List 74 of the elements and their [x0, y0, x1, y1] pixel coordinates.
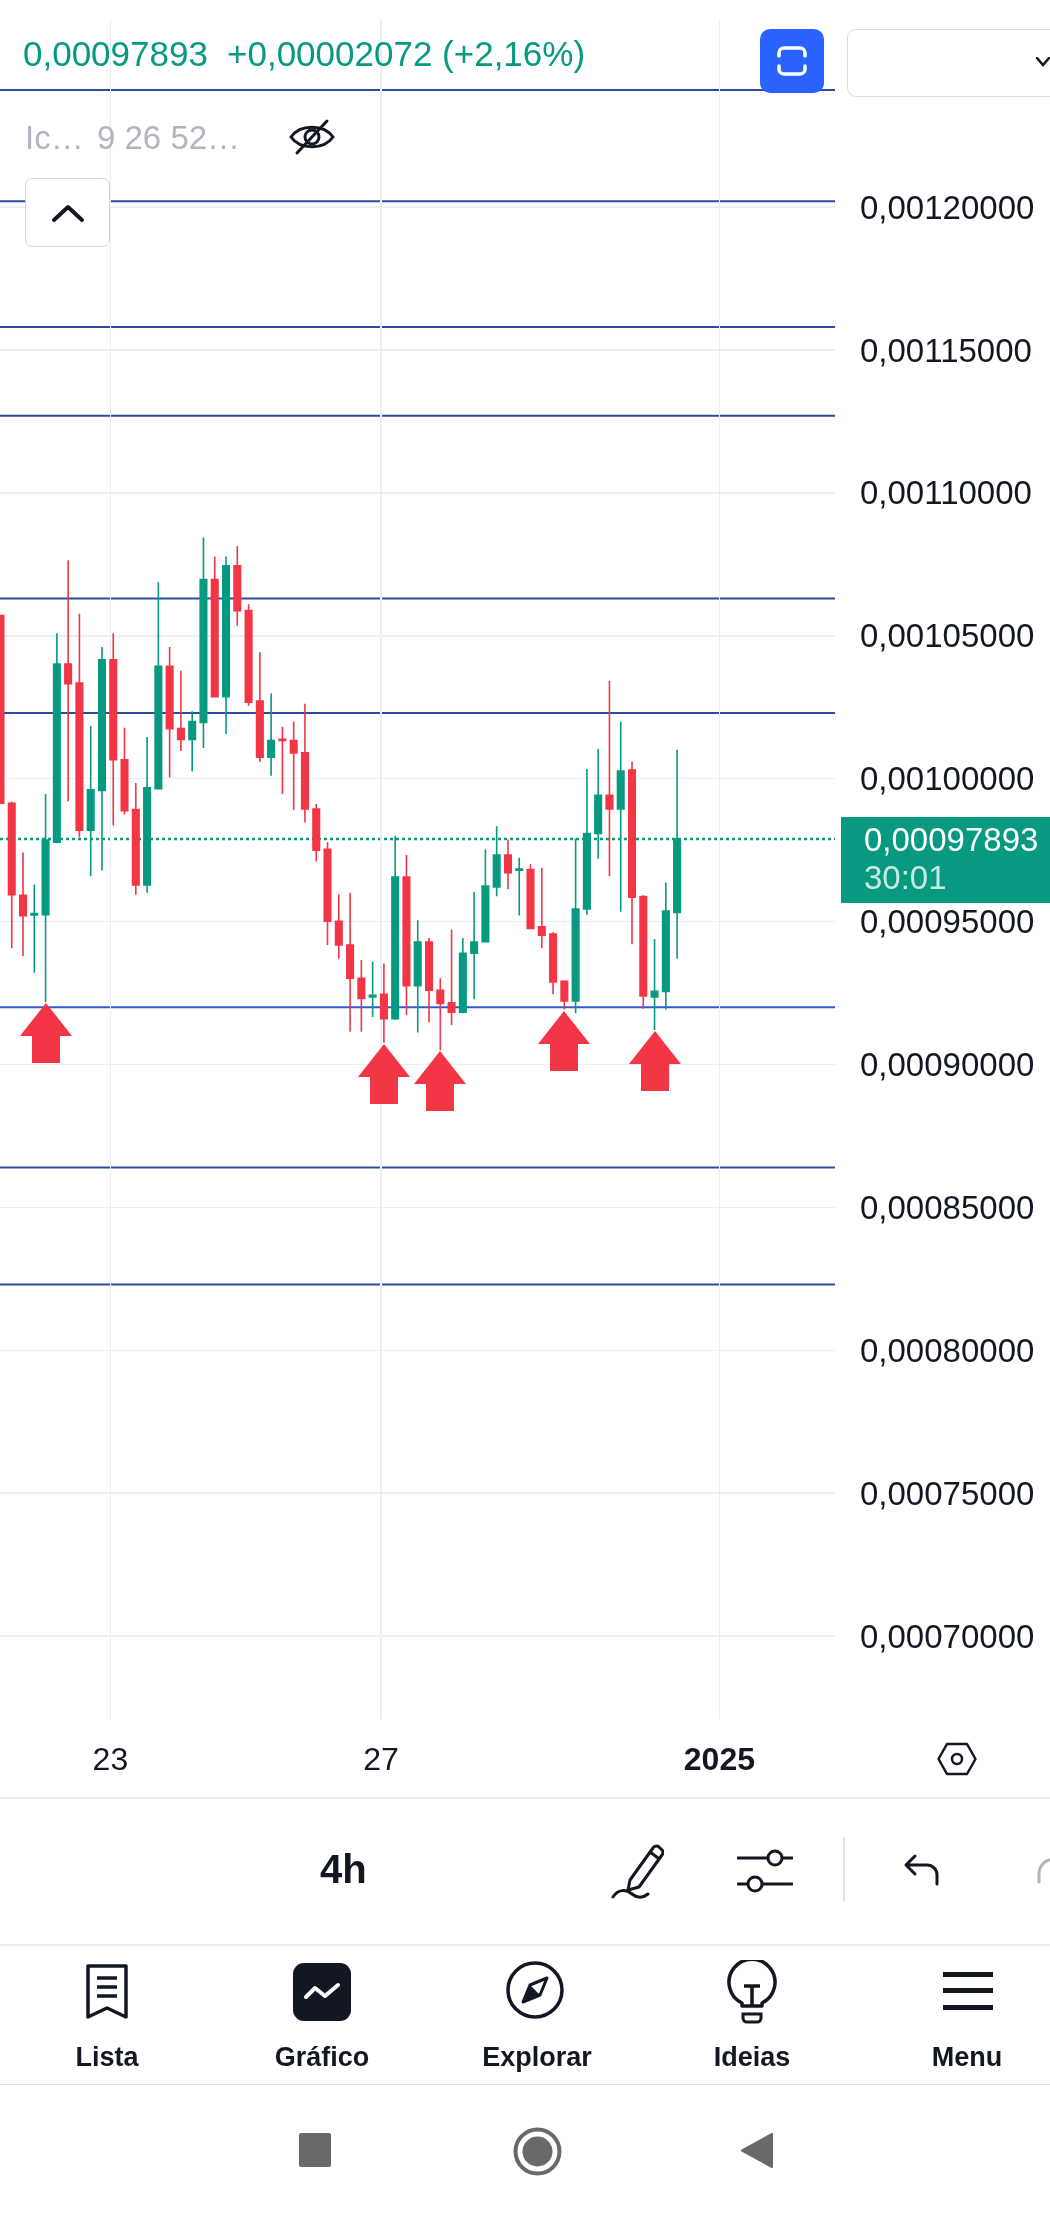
y-tick-label: 0,00110000: [860, 474, 1032, 512]
candlestick: [188, 710, 197, 773]
x-tick-label: 23: [92, 1741, 129, 1777]
y-tick-label: 0,00115000: [860, 331, 1032, 369]
y-tick-label: 0,00100000: [860, 760, 1035, 798]
text: Menu: [931, 2041, 1003, 2072]
candlestick: [334, 893, 343, 960]
y-tick-label: 0,00085000: [860, 1188, 1035, 1226]
candlestick: [357, 959, 366, 1033]
candlestick: [650, 938, 659, 1031]
y-tick-label: 0,00080000: [860, 1331, 1035, 1369]
text: Explorar: [482, 2041, 592, 2072]
candlestick: [233, 545, 242, 627]
y-tick-label: 0,00105000: [860, 617, 1035, 655]
annotation: +0,00002072 (+2,16%): [227, 33, 586, 73]
candlestick: [109, 632, 118, 827]
y-tick-label: 0,00075000: [860, 1474, 1035, 1512]
annotation: 0,00097893: [23, 33, 208, 73]
candlestick: [639, 894, 648, 1010]
candlestick: [470, 891, 479, 1001]
text: 4h: [320, 1847, 367, 1891]
candlestick: [300, 703, 309, 824]
candlestick: [165, 646, 174, 779]
text: Gráfico: [274, 2041, 370, 2072]
candlestick: [503, 838, 512, 891]
candlestick: [312, 803, 321, 863]
x-tick-label: 27: [363, 1741, 399, 1777]
candlestick: [199, 536, 208, 749]
annotation: 9 26 52…: [97, 118, 241, 156]
candlestick: [131, 782, 140, 896]
candlestick: [368, 960, 377, 1018]
text: 30:01: [864, 859, 947, 897]
candlestick: [515, 857, 524, 917]
candlestick: [323, 841, 332, 946]
candlestick: [346, 891, 355, 1033]
text: Ideias: [713, 2041, 791, 2072]
candlestick: [267, 692, 276, 777]
candlestick: [447, 928, 456, 1026]
candlestick: [221, 555, 231, 735]
candlestick: [424, 937, 434, 1024]
candlestick: [154, 581, 163, 791]
candlestick: [255, 651, 264, 763]
y-tick-label: 0,00090000: [860, 1046, 1035, 1084]
y-tick-label: 0,00070000: [860, 1617, 1035, 1655]
candlestick: [210, 555, 219, 699]
candlestick: [402, 854, 411, 1016]
candlestick: [481, 848, 490, 943]
candlestick: [176, 669, 185, 752]
candlestick: [120, 727, 129, 816]
x-tick-label: 2025: [683, 1741, 755, 1777]
candlestick: [379, 962, 388, 1044]
candlestick: [560, 979, 569, 1011]
candlestick: [244, 603, 253, 707]
candlestick: [627, 761, 637, 945]
candlestick: [64, 559, 73, 803]
text: Lista: [75, 2041, 139, 2072]
annotation: Ic…: [25, 118, 84, 156]
candlestick: [549, 931, 558, 995]
candlestick: [7, 800, 16, 949]
candlestick: [526, 863, 535, 931]
candlestick: [413, 919, 422, 1034]
y-tick-label: 0,00120000: [860, 188, 1035, 226]
candlestick: [30, 883, 39, 974]
candlestick: [458, 937, 467, 1015]
candlestick: [75, 612, 84, 839]
candlestick: [605, 679, 614, 877]
candlestick: [18, 851, 28, 957]
y-tick-label: 0,00095000: [860, 903, 1035, 941]
candlestick: [537, 867, 546, 949]
ref-line-label: 0,00097893: [864, 821, 1039, 859]
candlestick: [289, 720, 298, 811]
candlestick: [661, 881, 670, 1011]
candlestick: [436, 977, 445, 1051]
candlestick: [278, 725, 287, 795]
